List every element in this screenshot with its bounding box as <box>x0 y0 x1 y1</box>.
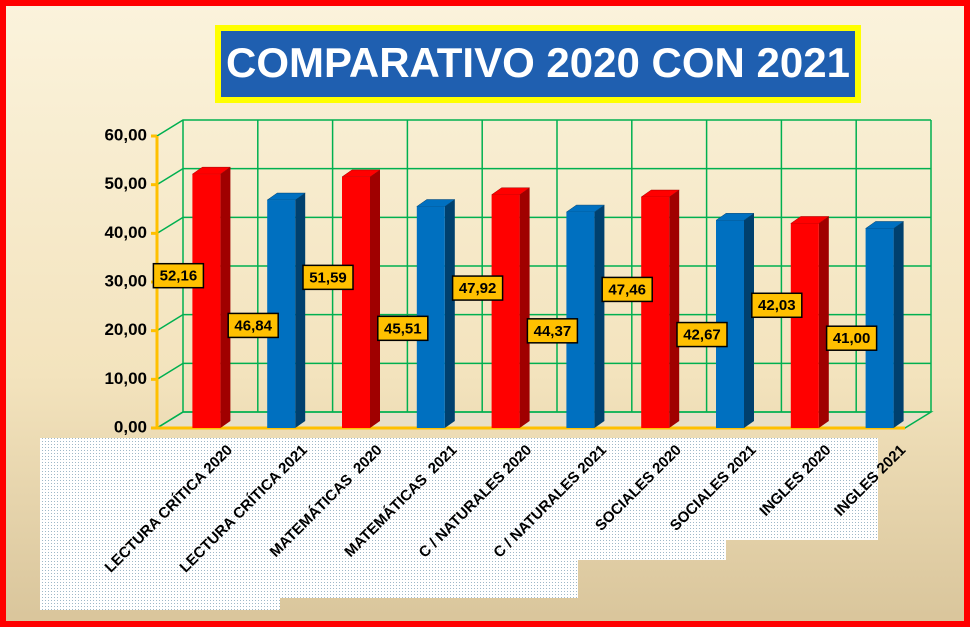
bar <box>790 223 819 428</box>
y-tick-label: 40,00 <box>104 223 147 242</box>
bar-side <box>744 213 754 428</box>
bar <box>491 194 520 428</box>
value-label: 47,92 <box>459 280 497 297</box>
value-label: 51,59 <box>309 269 347 286</box>
value-label-box <box>526 318 579 344</box>
value-label-box <box>601 276 653 303</box>
chart-title: COMPARATIVO 2020 CON 2021 <box>226 39 850 86</box>
bar-side <box>370 169 380 429</box>
value-label-box <box>751 292 803 319</box>
value-label: 46,84 <box>234 317 272 334</box>
bar-side <box>594 205 605 428</box>
value-label: 42,03 <box>758 297 796 314</box>
value-label: 52,16 <box>160 268 198 285</box>
bar-side <box>669 190 680 428</box>
bar-side <box>519 187 530 428</box>
bar <box>641 197 670 428</box>
bar-side <box>295 193 306 428</box>
y-tick-label: 30,00 <box>104 271 147 290</box>
value-label: 44,37 <box>534 323 572 340</box>
value-label: 42,67 <box>683 327 721 344</box>
y-tick-label: 50,00 <box>104 174 147 193</box>
value-label-box <box>676 321 728 348</box>
bar <box>192 174 221 428</box>
y-tick-label: 20,00 <box>104 320 147 339</box>
y-tick-label: 60,00 <box>104 125 147 144</box>
value-label-box <box>451 275 504 301</box>
value-label-box <box>377 315 429 342</box>
bar <box>342 176 370 428</box>
value-label-box <box>825 325 878 351</box>
value-label-box <box>152 262 205 289</box>
value-label: 47,46 <box>608 281 646 298</box>
y-tick-label: 0,00 <box>114 417 147 436</box>
bar-side <box>818 216 829 428</box>
value-label: 41,00 <box>833 330 871 347</box>
value-label-box <box>302 264 354 291</box>
bar-side <box>444 199 455 428</box>
label-panel <box>40 438 878 610</box>
bar-side <box>893 221 904 428</box>
value-label: 45,51 <box>384 320 422 337</box>
y-tick-label: 10,00 <box>104 369 147 388</box>
bar-side <box>220 167 231 428</box>
title-box <box>215 25 861 103</box>
value-label-box <box>227 312 279 339</box>
